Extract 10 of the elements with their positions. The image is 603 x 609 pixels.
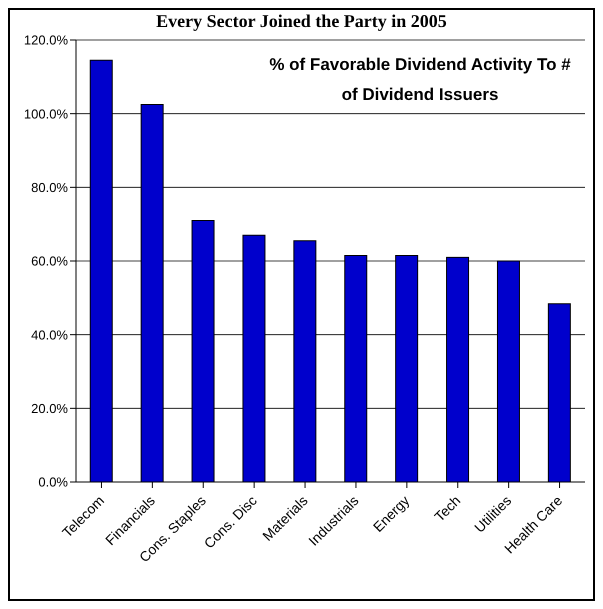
x-tick-label: Tech xyxy=(431,492,464,525)
y-tick-label: 100.0% xyxy=(24,106,68,122)
y-tick-label: 20.0% xyxy=(31,400,68,416)
text: % of Favorable Dividend Activity To # of Dividend Issuers xyxy=(268,54,572,106)
y-tick-label: 40.0% xyxy=(31,327,68,342)
chart-title: Every Sector Joined the Party in 2005 xyxy=(155,10,448,32)
y-tick-label: 80.0% xyxy=(31,180,68,195)
y-tick-label: 0.0% xyxy=(38,474,68,490)
y-tick-label: 120.0% xyxy=(24,32,68,48)
y-tick-label: 60.0% xyxy=(31,254,68,269)
